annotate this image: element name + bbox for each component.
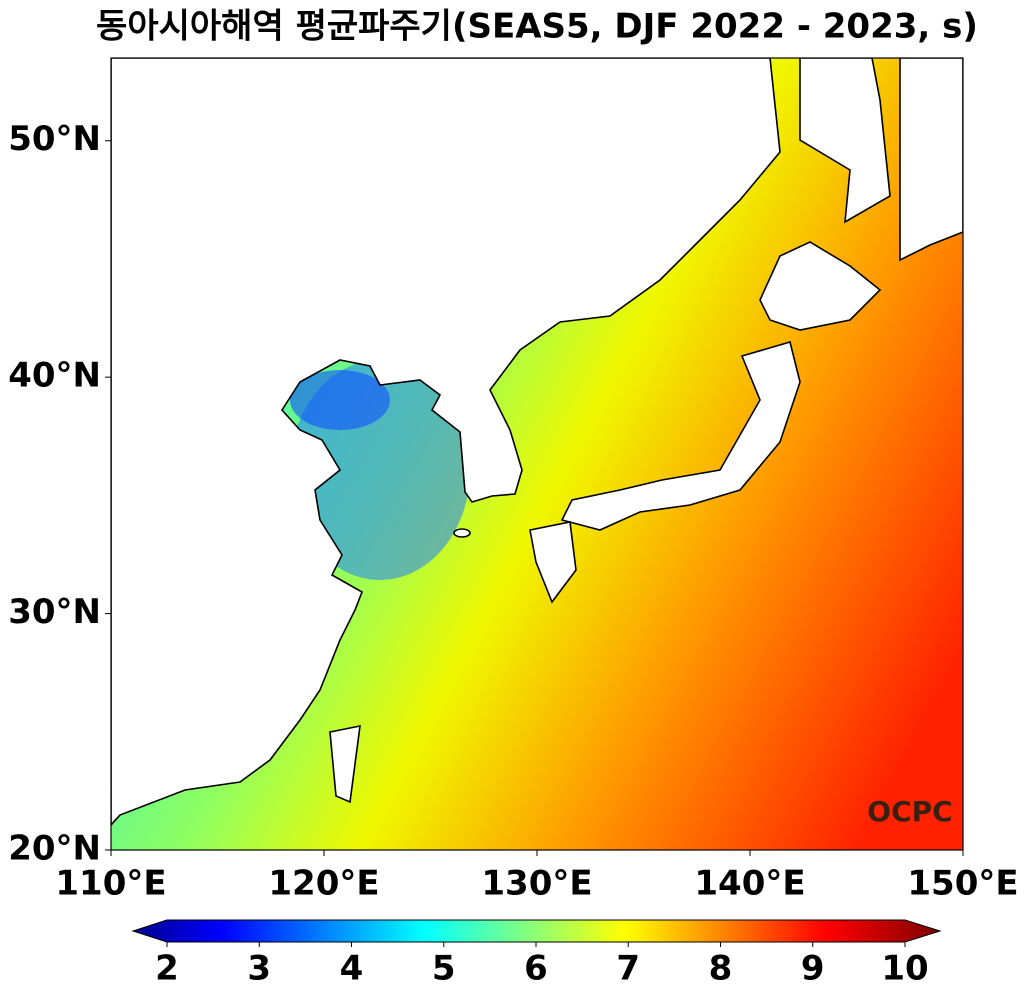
colorbar-tick-label: 10 xyxy=(881,949,928,989)
russia-east xyxy=(899,58,963,262)
colorbar-tick-label: 7 xyxy=(616,949,640,989)
sakhalin xyxy=(799,58,891,224)
wave-field xyxy=(111,58,963,850)
taiwan xyxy=(329,724,361,804)
colorbar-tick-label: 4 xyxy=(340,949,364,989)
colorbar-tick-label: 3 xyxy=(247,949,271,989)
hokkaido xyxy=(759,241,882,331)
x-tick-label: 130°E xyxy=(481,864,592,904)
x-tick-label: 120°E xyxy=(268,864,379,904)
land xyxy=(111,58,963,827)
jeju xyxy=(453,528,471,538)
y-tick-label: 50°N xyxy=(8,119,101,159)
colorbar-tick-label: 6 xyxy=(524,949,548,989)
colorbar-tick-label: 8 xyxy=(709,949,733,989)
title: 동아시아해역 평균파주기(SEAS5, DJF 2022 - 2023, s) xyxy=(96,7,978,47)
watermark: OCPC xyxy=(867,795,952,828)
kyushu xyxy=(529,521,577,604)
colorbar xyxy=(131,919,942,943)
asia-mainland xyxy=(111,58,781,827)
y-tick-label: 30°N xyxy=(8,592,101,632)
colorbar-tick-label: 2 xyxy=(155,949,179,989)
x-tick-label: 110°E xyxy=(55,864,166,904)
y-tick-label: 40°N xyxy=(8,356,101,396)
honshu xyxy=(560,340,801,531)
bohai-shade xyxy=(290,370,390,430)
colorbar-tick-label: 9 xyxy=(801,949,825,989)
y-tick-label: 20°N xyxy=(8,829,101,869)
x-tick-label: 140°E xyxy=(694,864,805,904)
colorbar-tick-label: 5 xyxy=(432,949,456,989)
x-tick-label: 150°E xyxy=(907,864,1018,904)
